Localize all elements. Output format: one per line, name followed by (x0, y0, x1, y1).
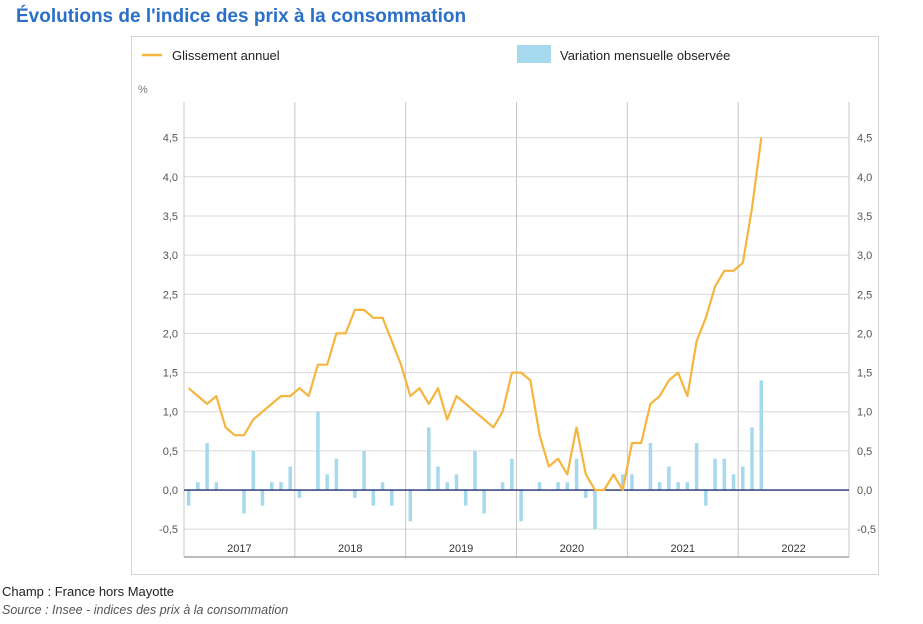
bar-monthly-variation (436, 466, 440, 491)
bar-monthly-variation (334, 458, 339, 491)
bar-monthly-variation (316, 411, 320, 491)
page-title: Évolutions de l'indice des prix à la con… (16, 6, 467, 27)
bar-monthly-variation (251, 450, 256, 491)
monthly-bars (186, 380, 764, 530)
bar-monthly-variation (288, 466, 292, 491)
bar-monthly-variation (510, 458, 514, 491)
chart-frame: -0,5 -0,5 0,0 0,0 0,5 0,5 1,0 1,0 1,5 1,5 2,0 2,0 2,… (131, 36, 879, 575)
x-year-label: 2019 (449, 543, 473, 555)
y-tick-label-left: 3,0 (163, 250, 178, 262)
bar-monthly-variation (500, 482, 505, 491)
y-tick-label-left: 2,0 (163, 328, 178, 340)
bar-monthly-variation (667, 466, 671, 491)
y-tick-label-right: 0,0 (857, 485, 872, 497)
bar-monthly-variation (584, 490, 588, 498)
bar-monthly-variation (260, 490, 265, 506)
bar-monthly-variation (482, 490, 486, 514)
bar-monthly-variation (297, 490, 302, 498)
bar-monthly-variation (325, 474, 329, 491)
bar-monthly-variation (362, 450, 366, 491)
bar-monthly-variation (648, 443, 653, 491)
y-tick-label-right: 4,0 (857, 172, 872, 184)
bar-monthly-variation (750, 427, 754, 491)
bar-monthly-variation (473, 450, 477, 491)
bar-monthly-variation (620, 474, 625, 491)
bar-monthly-variation (269, 482, 274, 491)
y-tick-label-right: 0,5 (857, 446, 872, 458)
bar-monthly-variation (556, 482, 560, 491)
bar-monthly-variation (630, 474, 634, 491)
y-tick-label-left: 2,5 (163, 289, 178, 301)
annual-line (187, 137, 763, 492)
bar-monthly-variation (214, 482, 219, 491)
bar-monthly-variation (676, 482, 680, 491)
y-tick-label-right: 1,5 (857, 368, 872, 380)
bar-monthly-variation (731, 474, 736, 491)
bar-monthly-variation (722, 458, 727, 491)
bar-monthly-variation (741, 466, 745, 491)
y-tick-label-right: 4,5 (857, 133, 872, 145)
bar-monthly-variation (519, 490, 523, 522)
bar-monthly-variation (445, 482, 449, 491)
line-annual-change (187, 137, 763, 492)
bar-monthly-variation (704, 490, 708, 506)
y-tick-label-left: 1,5 (163, 368, 178, 380)
bar-monthly-variation (537, 482, 542, 491)
source-note: Source : Insee - indices des prix à la c… (2, 603, 289, 617)
bar-monthly-variation (685, 482, 690, 491)
bar-monthly-variation (454, 474, 459, 491)
bar-monthly-variation (380, 482, 385, 491)
y-tick-label-left: 4,5 (163, 133, 178, 145)
legend-bar-label: Variation mensuelle observée (560, 48, 730, 63)
bar-monthly-variation (759, 380, 764, 491)
bar-monthly-variation (565, 482, 570, 491)
x-year-label: 2021 (671, 543, 695, 555)
bar-monthly-variation (657, 482, 662, 491)
legend-line-label: Glissement annuel (172, 48, 280, 63)
bar-monthly-variation (593, 490, 597, 530)
bar-monthly-variation (242, 490, 246, 514)
y-tick-label-left: -0,5 (159, 524, 178, 536)
y-unit-label: % (138, 84, 148, 96)
y-tick-label-right: 1,0 (857, 407, 872, 419)
bar-monthly-variation (427, 427, 431, 491)
year-separators (183, 102, 850, 558)
x-year-label: 2017 (227, 543, 251, 555)
y-tick-label-left: 4,0 (163, 172, 178, 184)
y-tick-label-left: 1,0 (163, 407, 178, 419)
x-year-label: 2020 (560, 543, 584, 555)
y-tick-label-left: 0,5 (163, 446, 178, 458)
bar-monthly-variation (205, 443, 209, 491)
legend: Glissement annuel Variation mensuelle ob… (142, 45, 730, 63)
champ-note: Champ : France hors Mayotte (2, 584, 174, 599)
y-tick-label-left: 3,5 (163, 211, 178, 223)
bar-monthly-variation (279, 482, 283, 491)
y-tick-label-right: 3,0 (857, 250, 872, 262)
y-tick-label-left: 0,0 (163, 485, 178, 497)
bar-monthly-variation (408, 490, 413, 522)
bar-monthly-variation (574, 458, 579, 491)
bar-monthly-variation (713, 458, 717, 491)
y-tick-label-right: 3,5 (857, 211, 872, 223)
bar-monthly-variation (463, 490, 468, 506)
bar-monthly-variation (390, 490, 394, 506)
y-tick-label-right: -0,5 (857, 524, 876, 536)
chart-svg: -0,5 -0,5 0,0 0,0 0,5 0,5 1,0 1,0 1,5 1,5 2,0 2,0 2,… (138, 45, 876, 558)
y-tick-labels: -0,5 -0,5 0,0 0,0 0,5 0,5 1,0 1,0 1,5 1,5 2,0 2,0 2,… (159, 133, 876, 537)
y-tick-label-right: 2,0 (857, 328, 872, 340)
legend-bar-swatch (517, 45, 551, 63)
x-year-labels: 2017 2018 2019 2020 2021 2022 (227, 543, 806, 555)
bar-monthly-variation (694, 443, 699, 491)
x-year-label: 2022 (781, 543, 805, 555)
x-year-label: 2018 (338, 543, 362, 555)
bar-monthly-variation (196, 482, 200, 491)
bar-monthly-variation (186, 490, 191, 506)
y-tick-label-right: 2,5 (857, 289, 872, 301)
bar-monthly-variation (353, 490, 357, 498)
bar-monthly-variation (371, 490, 376, 506)
